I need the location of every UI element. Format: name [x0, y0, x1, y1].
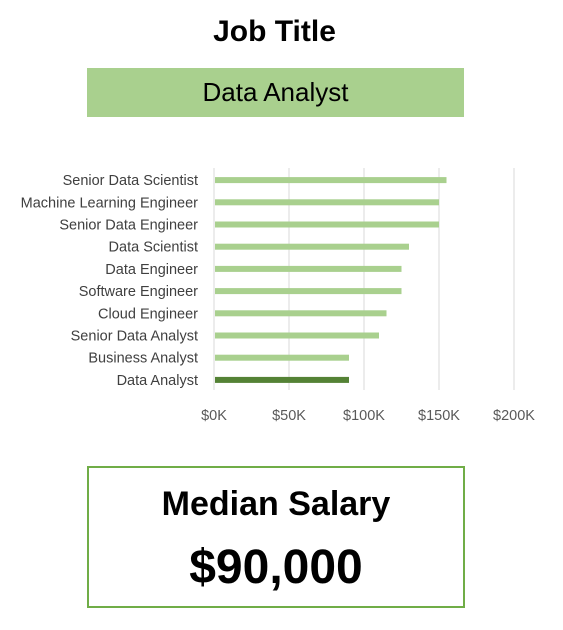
category-label: Senior Data Analyst: [71, 329, 198, 345]
job-title-selected-value: Data Analyst: [202, 77, 349, 107]
job-title-selector[interactable]: Data Analyst: [87, 68, 464, 117]
category-label: Data Analyst: [117, 373, 198, 389]
salary-bar-chart-svg: $0K $50K $100K $150K $200K Senior Data Scient…: [21, 168, 535, 424]
category-label: Senior Data Engineer: [59, 218, 198, 234]
bar-highlighted: [215, 376, 349, 383]
x-tick-label: $0K: [201, 408, 227, 424]
salary-bar-chart: $0K $50K $100K $150K $200K Senior Data Scient…: [0, 160, 563, 440]
bar: [215, 354, 349, 361]
bar: [215, 177, 447, 184]
category-label: Software Engineer: [79, 284, 198, 300]
category-label: Data Scientist: [109, 240, 198, 256]
x-tick-label: $100K: [343, 408, 385, 424]
bar: [215, 199, 439, 206]
bar: [215, 332, 379, 339]
median-salary-label: Median Salary: [161, 485, 391, 523]
x-tick-label: $50K: [272, 408, 306, 424]
bar: [215, 221, 439, 228]
x-tick-label: $200K: [493, 408, 535, 424]
x-tick-label: $150K: [418, 408, 460, 424]
bar: [215, 243, 409, 250]
median-salary-card: Median Salary $90,000: [87, 466, 465, 608]
page-title: Job Title: [213, 15, 336, 48]
category-label: Cloud Engineer: [98, 306, 198, 322]
category-label: Data Engineer: [105, 262, 198, 278]
bar: [215, 288, 402, 295]
category-label: Business Analyst: [88, 351, 198, 367]
bar: [215, 265, 402, 272]
category-label: Machine Learning Engineer: [21, 195, 199, 211]
category-label: Senior Data Scientist: [63, 173, 198, 189]
bar: [215, 310, 387, 317]
median-salary-value: $90,000: [189, 541, 363, 594]
